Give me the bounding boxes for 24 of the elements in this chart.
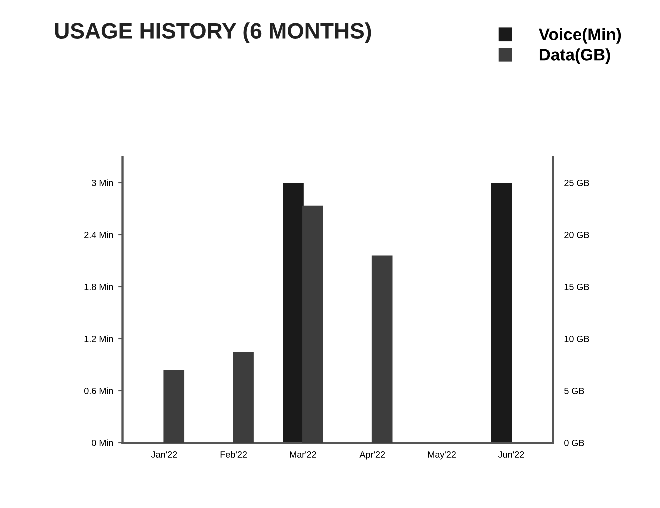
y-tick-label: 3 Min <box>92 180 114 186</box>
x-tick-label: Apr'22 <box>360 452 386 460</box>
x-tick-label: Feb'22 <box>220 451 248 458</box>
y-tick-label: 1.2 Min <box>84 336 114 342</box>
y2-tick-label: 15 GB <box>564 284 590 290</box>
y2-tick-label: 5 GB <box>564 388 584 394</box>
y2-tick-label: 0 GB <box>564 440 584 446</box>
x-tick-label: Mar'22 <box>290 452 316 458</box>
legend-label: Data(GB) <box>540 48 610 64</box>
y-tick-label: 2.4 Min <box>84 232 114 238</box>
y-tick-label: 0.6 Min <box>84 388 114 394</box>
y-tick-label: 0 Min <box>92 440 114 446</box>
chart-title: USAGE HISTORY (6 MONTHS) <box>55 22 372 44</box>
y2-tick-label: 10 GB <box>564 336 590 342</box>
y2-tick-label: 20 GB <box>564 232 590 238</box>
bar <box>233 352 254 443</box>
x-tick-label: May'22 <box>428 452 456 460</box>
y-tick-label: 1.8 Min <box>84 284 114 290</box>
x-tick-label: Jun'22 <box>498 452 524 458</box>
bar <box>164 370 185 443</box>
x-tick-label: Jan'22 <box>151 452 178 458</box>
bar <box>372 256 393 443</box>
y2-tick-label: 25 GB <box>564 180 590 186</box>
legend-label: Voice(Min) <box>538 28 622 44</box>
